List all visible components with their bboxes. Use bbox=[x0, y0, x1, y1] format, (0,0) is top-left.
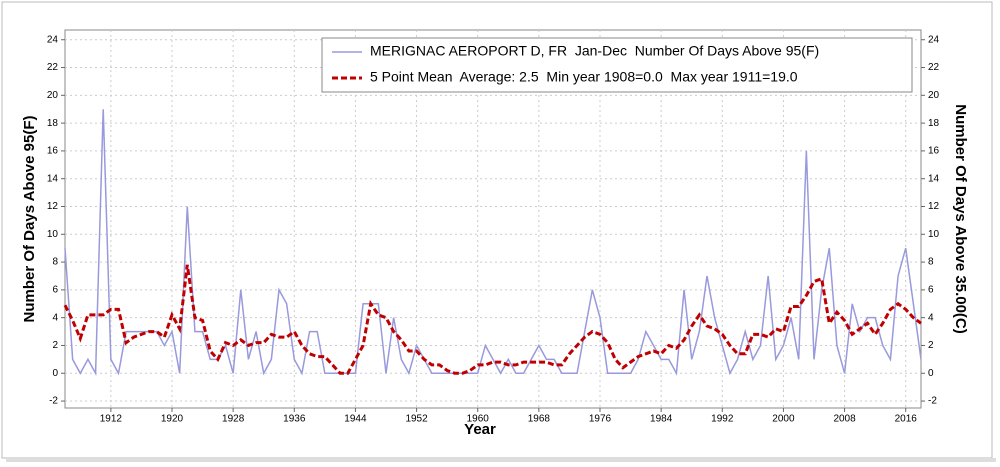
x-tick-label: 2000 bbox=[772, 414, 795, 425]
x-tick-label: 1928 bbox=[222, 414, 245, 425]
y-tick-label: 24 bbox=[47, 34, 59, 45]
x-tick-label: 1992 bbox=[711, 414, 734, 425]
legend-label: MERIGNAC AEROPORT D, FR Jan-Dec Number O… bbox=[370, 43, 819, 59]
x-tick-label: 1960 bbox=[467, 414, 490, 425]
y-tick-label: 14 bbox=[47, 173, 59, 184]
y2-tick-label: 0 bbox=[928, 368, 934, 379]
y2-axis-label: Number Of Days Above 35.00(C) bbox=[952, 104, 969, 334]
x-tick-label: 2008 bbox=[833, 414, 856, 425]
y2-tick-label: 24 bbox=[928, 34, 940, 45]
y-tick-label: 2 bbox=[52, 340, 58, 351]
y-axis-label: Number Of Days Above 95(F) bbox=[21, 116, 38, 323]
y2-tick-label: 20 bbox=[928, 90, 940, 101]
x-tick-label: 1968 bbox=[528, 414, 551, 425]
y2-tick-label: 8 bbox=[928, 257, 934, 268]
y-tick-label: 6 bbox=[52, 285, 58, 296]
y-tick-label: -2 bbox=[49, 396, 58, 407]
y2-tick-label: 14 bbox=[928, 173, 940, 184]
legend-box bbox=[321, 37, 913, 93]
y-tick-label: 8 bbox=[52, 257, 58, 268]
y2-tick-label: 18 bbox=[928, 118, 940, 129]
y-tick-label: 0 bbox=[52, 368, 58, 379]
y-tick-label: 4 bbox=[52, 312, 58, 323]
y2-tick-label: -2 bbox=[928, 396, 937, 407]
x-tick-label: 1912 bbox=[100, 414, 123, 425]
y2-tick-label: 6 bbox=[928, 285, 934, 296]
x-tick-label: 1976 bbox=[589, 414, 612, 425]
y-tick-label: 22 bbox=[47, 62, 59, 73]
x-tick-label: 1920 bbox=[161, 414, 184, 425]
x-tick-label: 1944 bbox=[344, 414, 367, 425]
y-tick-label: 20 bbox=[47, 90, 59, 101]
y-tick-label: 12 bbox=[47, 201, 59, 212]
x-tick-label: 1984 bbox=[650, 414, 673, 425]
mean-line bbox=[63, 264, 922, 375]
legend-label: 5 Point Mean Average: 2.5 Min year 1908=… bbox=[370, 69, 798, 85]
y2-tick-label: 12 bbox=[928, 201, 940, 212]
y-tick-label: 18 bbox=[47, 118, 59, 129]
y2-tick-label: 16 bbox=[928, 146, 940, 157]
x-tick-label: 1952 bbox=[405, 414, 428, 425]
y2-tick-label: 22 bbox=[928, 62, 940, 73]
y2-tick-label: 10 bbox=[928, 229, 940, 240]
y-tick-label: 10 bbox=[47, 229, 59, 240]
x-axis-label: Year bbox=[464, 421, 496, 438]
x-tick-label: 1936 bbox=[283, 414, 306, 425]
shadow bbox=[6, 458, 996, 462]
y2-tick-label: 4 bbox=[928, 312, 934, 323]
y-tick-label: 16 bbox=[47, 146, 59, 157]
y2-tick-label: 2 bbox=[928, 340, 934, 351]
x-tick-label: 2016 bbox=[895, 414, 918, 425]
data-line bbox=[64, 109, 922, 377]
